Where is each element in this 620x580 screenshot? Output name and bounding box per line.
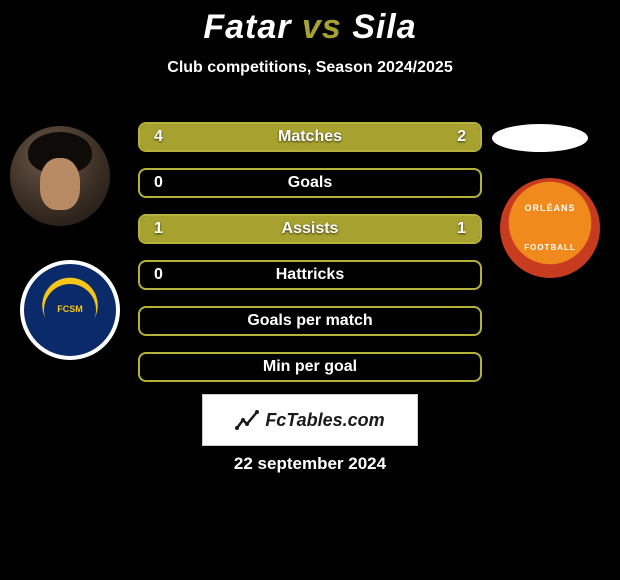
- stat-label: Hattricks: [140, 266, 480, 284]
- stat-row: 42Matches: [138, 122, 482, 152]
- stat-label: Matches: [140, 128, 480, 146]
- player2-avatar-placeholder: [492, 124, 588, 152]
- player1-name: Fatar: [203, 8, 291, 46]
- subtitle: Club competitions, Season 2024/2025: [0, 59, 620, 77]
- comparison-title: Fatar vs Sila: [0, 0, 620, 47]
- stat-row: Min per goal: [138, 352, 482, 382]
- club-badge-bottom: FOOTBALL: [524, 244, 576, 253]
- stat-row: 0Goals: [138, 168, 482, 198]
- stat-label: Goals per match: [140, 312, 480, 330]
- stats-bars: 42Matches 0Goals 11Assists 0Hattricks Goals …: [138, 122, 482, 398]
- club-badge-top: ORLÉANS: [524, 204, 575, 214]
- stat-label: Assists: [140, 220, 480, 238]
- stat-label: Goals: [140, 174, 480, 192]
- brand-name: FcTables.com: [265, 410, 384, 431]
- stat-row: Goals per match: [138, 306, 482, 336]
- player2-club-badge: ORLÉANS FOOTBALL: [500, 178, 600, 278]
- brand-logo[interactable]: FcTables.com: [202, 394, 418, 446]
- stat-row: 0Hattricks: [138, 260, 482, 290]
- vs-text: vs: [302, 8, 342, 46]
- player2-name: Sila: [352, 8, 416, 46]
- date-text: 22 september 2024: [0, 454, 620, 474]
- stat-row: 11Assists: [138, 214, 482, 244]
- club-badge-label: FCSM: [44, 284, 96, 336]
- brand-mark-icon: [235, 408, 259, 432]
- stat-label: Min per goal: [140, 358, 480, 376]
- player1-club-badge: FCSM: [20, 260, 120, 360]
- player1-avatar: [10, 126, 110, 226]
